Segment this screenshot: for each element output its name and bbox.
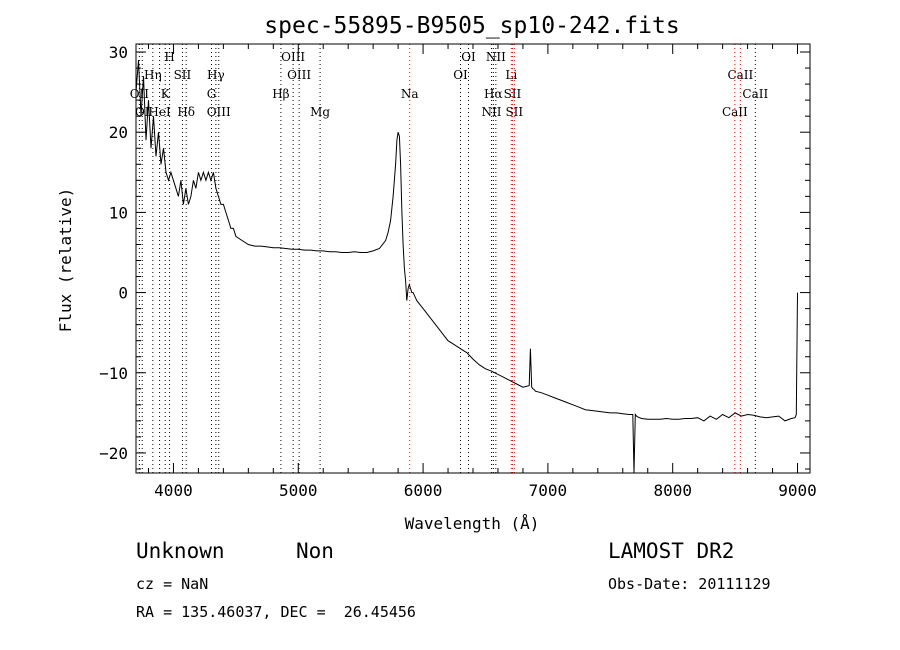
spectral-line-label: K (161, 87, 171, 101)
spectral-line-label: HeI (148, 105, 171, 119)
spectral-line-label: CaII (722, 105, 748, 119)
x-axis-ticks: 4000 5000 6000 7000 8000 9000 (147, 44, 817, 500)
spectral-line-label: Hγ (207, 68, 225, 82)
observation-date: Obs-Date: 20111129 (608, 575, 771, 593)
spectral-line-label: G (207, 87, 217, 101)
spectral-line-label: OI (461, 50, 476, 64)
x-tick-label: 7000 (529, 481, 568, 500)
spectral-line-label: Na (401, 87, 419, 101)
y-axis-ticks: −20 −10 0 10 20 30 (99, 43, 810, 470)
x-tick-label: 8000 (653, 481, 692, 500)
x-tick-label: 9000 (778, 481, 817, 500)
spectral-line-label: CaII (742, 87, 768, 101)
coordinates: RA = 135.46037, DEC = 26.45456 (136, 603, 416, 621)
spectral-line-label: Hβ (272, 87, 289, 101)
spectral-line-label: SII (504, 87, 522, 101)
spectral-line-label: OI (135, 105, 150, 119)
spectral-line-label: OI (453, 68, 468, 82)
x-tick-label: 5000 (279, 481, 318, 500)
spectral-line-label: NII (481, 105, 501, 119)
redshift-cz: cz = NaN (136, 575, 209, 593)
spectral-line-label: Hα (484, 87, 503, 101)
spectral-class: Unknown (136, 539, 225, 563)
spectrum-line (135, 59, 798, 474)
y-tick-label: 20 (109, 123, 128, 142)
spectral-line-label: SII (174, 68, 192, 82)
spectral-line-label: OIII (281, 50, 305, 64)
x-tick-label: 4000 (154, 481, 193, 500)
y-tick-label: −10 (99, 364, 128, 383)
survey-name: LAMOST DR2 (608, 539, 735, 563)
spectral-line-markers (138, 44, 756, 473)
spectral-line-label: SII (505, 105, 523, 119)
y-axis-label: Flux (relative) (56, 188, 75, 333)
spectral-line-label: Li (505, 68, 517, 82)
spectral-line-label: Hη (144, 68, 162, 82)
spectral-line-label: OIII (287, 68, 311, 82)
spectral-line-label: Mg (310, 105, 330, 119)
spectral-line-label: OIII (207, 105, 231, 119)
spectral-line-label: Hδ (177, 105, 195, 119)
y-tick-label: 30 (109, 43, 128, 62)
y-tick-label: 0 (118, 284, 128, 303)
spectral-line-labels: OIIOIHηHeIKHSIIHδGHγOIIIHβOIIIOIIIMgNaOI… (130, 50, 769, 119)
spectral-subclass: Non (296, 539, 334, 563)
spectral-line-label: CaII (727, 68, 753, 82)
y-tick-label: −20 (99, 444, 128, 463)
spectral-line-label: NII (486, 50, 506, 64)
y-tick-label: 10 (109, 203, 128, 222)
chart-title: spec-55895-B9505_sp10-242.fits (264, 13, 679, 39)
x-tick-label: 6000 (404, 481, 443, 500)
plot-frame (135, 43, 811, 474)
spectral-line-label: H (164, 50, 174, 64)
x-axis-label: Wavelength (Å) (405, 514, 540, 533)
